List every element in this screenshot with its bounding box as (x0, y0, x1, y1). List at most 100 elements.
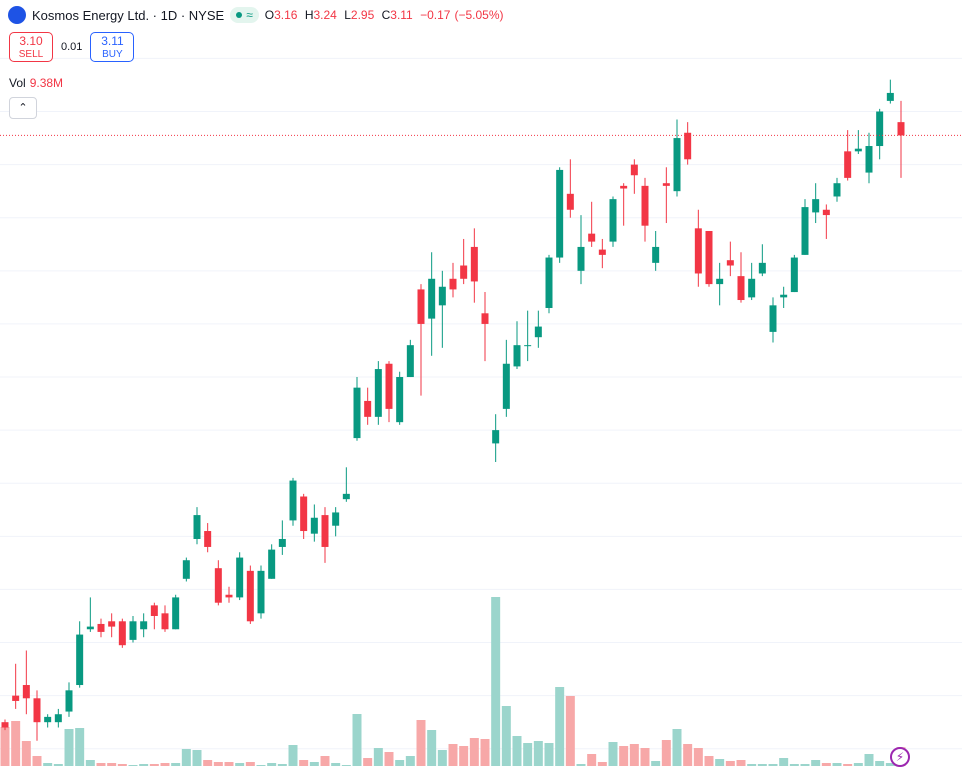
candle-body (374, 369, 382, 417)
volume-bar (277, 764, 287, 766)
collapse-button[interactable]: ⌃ (9, 97, 37, 119)
candle-body (129, 621, 137, 640)
candle-body (609, 199, 617, 242)
volume-bar (811, 760, 821, 766)
volume-bar (789, 764, 799, 766)
ohlc-value: 3.24 (313, 8, 337, 22)
volume-bar (85, 760, 95, 766)
volume-bar (117, 764, 127, 766)
ohlc-value: 3.11 (390, 8, 413, 22)
volume-bar (843, 764, 853, 766)
candle-body (385, 363, 393, 409)
candle-body (417, 289, 425, 324)
spread: 0.01 (61, 41, 83, 53)
candle-body (769, 305, 777, 332)
candle-body (65, 690, 73, 712)
volume-bar (757, 764, 767, 766)
volume-bar (448, 744, 458, 766)
candle-body (854, 148, 862, 152)
candle-body (748, 278, 756, 298)
volume-bar (832, 763, 842, 766)
candle-body (225, 594, 233, 598)
volume-bar (160, 763, 170, 766)
candle-body (502, 363, 510, 409)
volume-bar (491, 597, 501, 766)
candle-body (1, 722, 9, 728)
volume-bar (683, 744, 693, 766)
volume-bar (64, 729, 74, 766)
volume-bar (885, 763, 895, 766)
volume-bar (235, 763, 245, 766)
candle-body (278, 538, 286, 547)
volume-bar (672, 729, 682, 766)
candle-body (289, 480, 297, 521)
candle-body (705, 230, 713, 285)
ohlc-letter: L (344, 8, 351, 22)
candle-body (118, 621, 126, 646)
candle-body (193, 515, 201, 539)
candle-body (545, 257, 553, 308)
volume-bar (395, 760, 405, 766)
volume-bar (747, 764, 757, 766)
candle-body (246, 570, 254, 622)
volume-bar (501, 706, 511, 766)
volume-bar (629, 744, 639, 766)
ohlc: O3.16 H3.24 L2.95 C3.11 −0.17 (−5.05%) (265, 8, 508, 22)
volume-bar (352, 714, 362, 766)
candle-body (726, 260, 734, 266)
sell-price: 3.10 (19, 34, 43, 48)
candle-body (22, 685, 30, 699)
candle-body (588, 233, 596, 242)
volume-title: Vol (9, 76, 26, 90)
candle-body (886, 92, 894, 101)
candle-body (865, 146, 873, 173)
candle-body (822, 209, 830, 216)
volume-bar (171, 763, 181, 766)
candle-body (630, 164, 638, 176)
buy-button[interactable]: 3.11 BUY (90, 32, 135, 62)
volume-bar (576, 764, 586, 766)
candle-body (844, 151, 852, 178)
candle-body (481, 313, 489, 324)
sell-button[interactable]: 3.10 SELL (9, 32, 53, 62)
candle-body (33, 698, 41, 723)
candle-body (449, 278, 457, 290)
volume-bar (544, 743, 554, 766)
candle-body (460, 265, 468, 279)
symbol-logo (8, 6, 26, 24)
volume-bar (213, 762, 223, 766)
volume-bar (107, 763, 117, 766)
volume-bar (565, 696, 575, 766)
candle-body (54, 714, 62, 723)
status-badge[interactable]: ≈ (230, 7, 259, 23)
candle-body (172, 597, 180, 630)
buy-price: 3.11 (101, 34, 124, 48)
volume-bar (640, 748, 650, 766)
volume-bar (181, 749, 191, 766)
candle-body (76, 634, 84, 686)
symbol-title[interactable]: Kosmos Energy Ltd. · 1D · NYSE (32, 7, 225, 23)
candle-body (790, 257, 798, 293)
volume-bar (875, 761, 885, 766)
candle-body (97, 623, 105, 632)
volume-bar (427, 730, 437, 766)
volume-bar (587, 754, 597, 766)
candle-body (150, 605, 158, 616)
candle-body (332, 512, 340, 526)
candle-body (214, 568, 222, 603)
volume-bar (768, 764, 778, 766)
volume-bar (523, 743, 533, 766)
volume-bar (149, 764, 159, 766)
volume-bar (821, 763, 831, 766)
market-dot (236, 12, 243, 18)
volume-bar (459, 746, 469, 766)
volume-bar (139, 764, 149, 766)
volume-bar (704, 756, 714, 766)
candle-body (620, 185, 628, 189)
candle-body (694, 228, 702, 274)
candle-body (428, 278, 436, 319)
bolt-icon[interactable]: ⚡ (890, 747, 910, 767)
candle-body (812, 199, 820, 213)
volume-bar (661, 740, 671, 766)
